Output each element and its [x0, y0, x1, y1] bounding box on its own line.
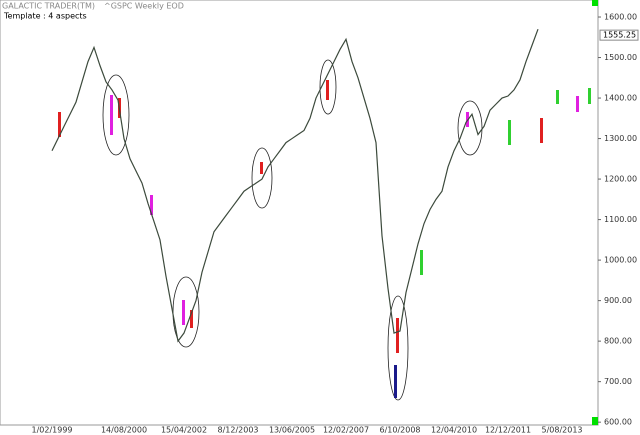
corner-marker	[592, 417, 598, 425]
x-tick-label: 15/04/2002	[161, 426, 207, 435]
price-line	[51, 28, 539, 343]
y-tick-label: 1500.00	[604, 53, 637, 62]
y-tick-label: 700.00	[604, 377, 632, 386]
y-tick-label: 900.00	[604, 296, 632, 305]
x-tick-label: 13/06/2005	[269, 426, 315, 435]
annotation: Template : 4 aspects	[3, 12, 87, 21]
x-tick-label: 1/02/1999	[31, 426, 72, 435]
x-tick-label: 5/08/2013	[541, 426, 582, 435]
x-tick-label: 12/12/2011	[485, 426, 531, 435]
y-tick-label: 1100.00	[604, 215, 637, 224]
aspect-markers	[58, 80, 591, 398]
y-tick-label: 1300.00	[604, 134, 637, 143]
chart-title: GALACTIC TRADER(TM)	[2, 2, 95, 11]
plot-area	[0, 0, 599, 426]
y-tick-label: 1000.00	[604, 256, 637, 265]
corner-marker	[592, 0, 598, 6]
y-tick-label: 800.00	[604, 337, 632, 346]
highlight-ellipses	[102, 59, 483, 401]
x-tick-label: 12/02/2007	[323, 426, 369, 435]
last-price-box	[599, 29, 639, 41]
chart-subtitle: ^GSPC Weekly EOD	[104, 2, 184, 11]
y-tick-label: 600.00	[604, 418, 632, 427]
x-tick-label: 14/08/2000	[101, 426, 147, 435]
x-tick-label: 6/10/2008	[379, 426, 420, 435]
x-tick-label: 8/12/2003	[217, 426, 258, 435]
y-tick-label: 1200.00	[604, 175, 637, 184]
y-tick-label: 1400.00	[604, 94, 637, 103]
last-price-label: 1555.25	[603, 31, 636, 40]
x-tick-label: 12/04/2010	[431, 426, 477, 435]
y-tick-label: 1600.00	[604, 13, 637, 22]
